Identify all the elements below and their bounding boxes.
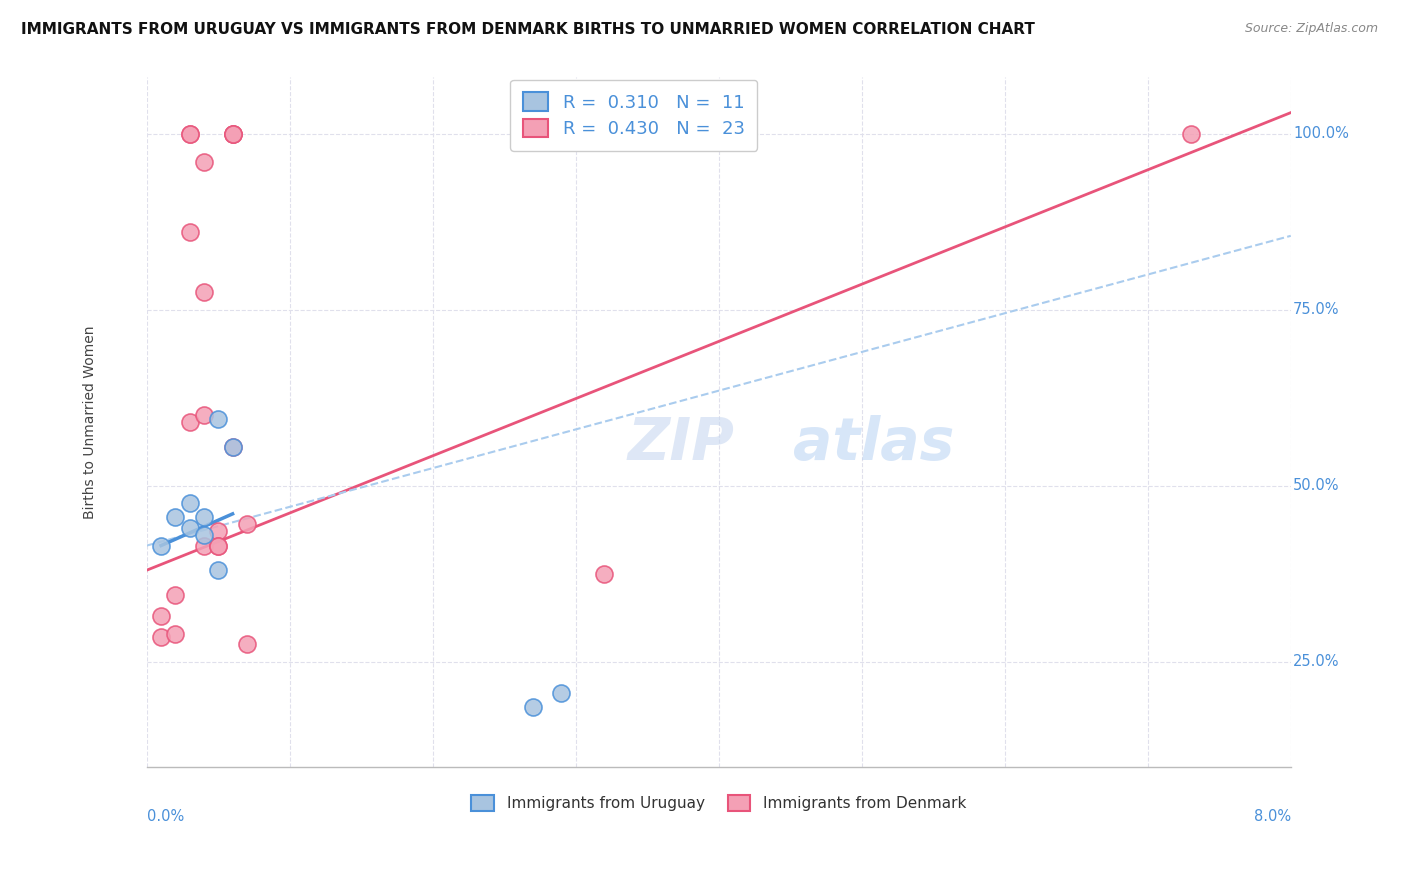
Point xyxy=(150,539,173,553)
Point xyxy=(236,637,259,651)
Point xyxy=(207,539,229,553)
Point xyxy=(193,510,215,524)
Point xyxy=(221,127,243,141)
Point xyxy=(165,588,187,602)
Point xyxy=(236,517,259,532)
Point xyxy=(193,528,215,542)
Text: Source: ZipAtlas.com: Source: ZipAtlas.com xyxy=(1244,22,1378,36)
Point xyxy=(179,496,201,510)
Text: 100.0%: 100.0% xyxy=(1294,127,1348,141)
Point xyxy=(221,127,243,141)
Point xyxy=(207,524,229,539)
Point xyxy=(193,155,215,169)
Legend: Immigrants from Uruguay, Immigrants from Denmark: Immigrants from Uruguay, Immigrants from… xyxy=(461,784,977,822)
Text: ZIP: ZIP xyxy=(627,415,734,472)
Point xyxy=(165,510,187,524)
Text: IMMIGRANTS FROM URUGUAY VS IMMIGRANTS FROM DENMARK BIRTHS TO UNMARRIED WOMEN COR: IMMIGRANTS FROM URUGUAY VS IMMIGRANTS FR… xyxy=(21,22,1035,37)
Point xyxy=(179,127,201,141)
Point xyxy=(207,539,229,553)
Point xyxy=(150,630,173,644)
Point xyxy=(221,127,243,141)
Text: Births to Unmarried Women: Births to Unmarried Women xyxy=(83,326,97,519)
Point xyxy=(593,566,616,581)
Point xyxy=(1180,127,1202,141)
Text: 8.0%: 8.0% xyxy=(1254,809,1291,823)
Point xyxy=(193,285,215,300)
Text: 50.0%: 50.0% xyxy=(1294,478,1340,493)
Text: 75.0%: 75.0% xyxy=(1294,302,1340,318)
Point xyxy=(221,440,243,454)
Text: 0.0%: 0.0% xyxy=(146,809,184,823)
Point xyxy=(207,412,229,426)
Point xyxy=(193,409,215,423)
Point xyxy=(179,521,201,535)
Text: 25.0%: 25.0% xyxy=(1294,654,1340,669)
Point xyxy=(550,686,572,700)
Point xyxy=(179,415,201,429)
Point xyxy=(179,225,201,239)
Point xyxy=(150,609,173,624)
Point xyxy=(165,626,187,640)
Point xyxy=(522,700,544,714)
Point xyxy=(221,440,243,454)
Point xyxy=(193,539,215,553)
Point xyxy=(179,127,201,141)
Point xyxy=(207,563,229,577)
Text: atlas: atlas xyxy=(793,415,955,472)
